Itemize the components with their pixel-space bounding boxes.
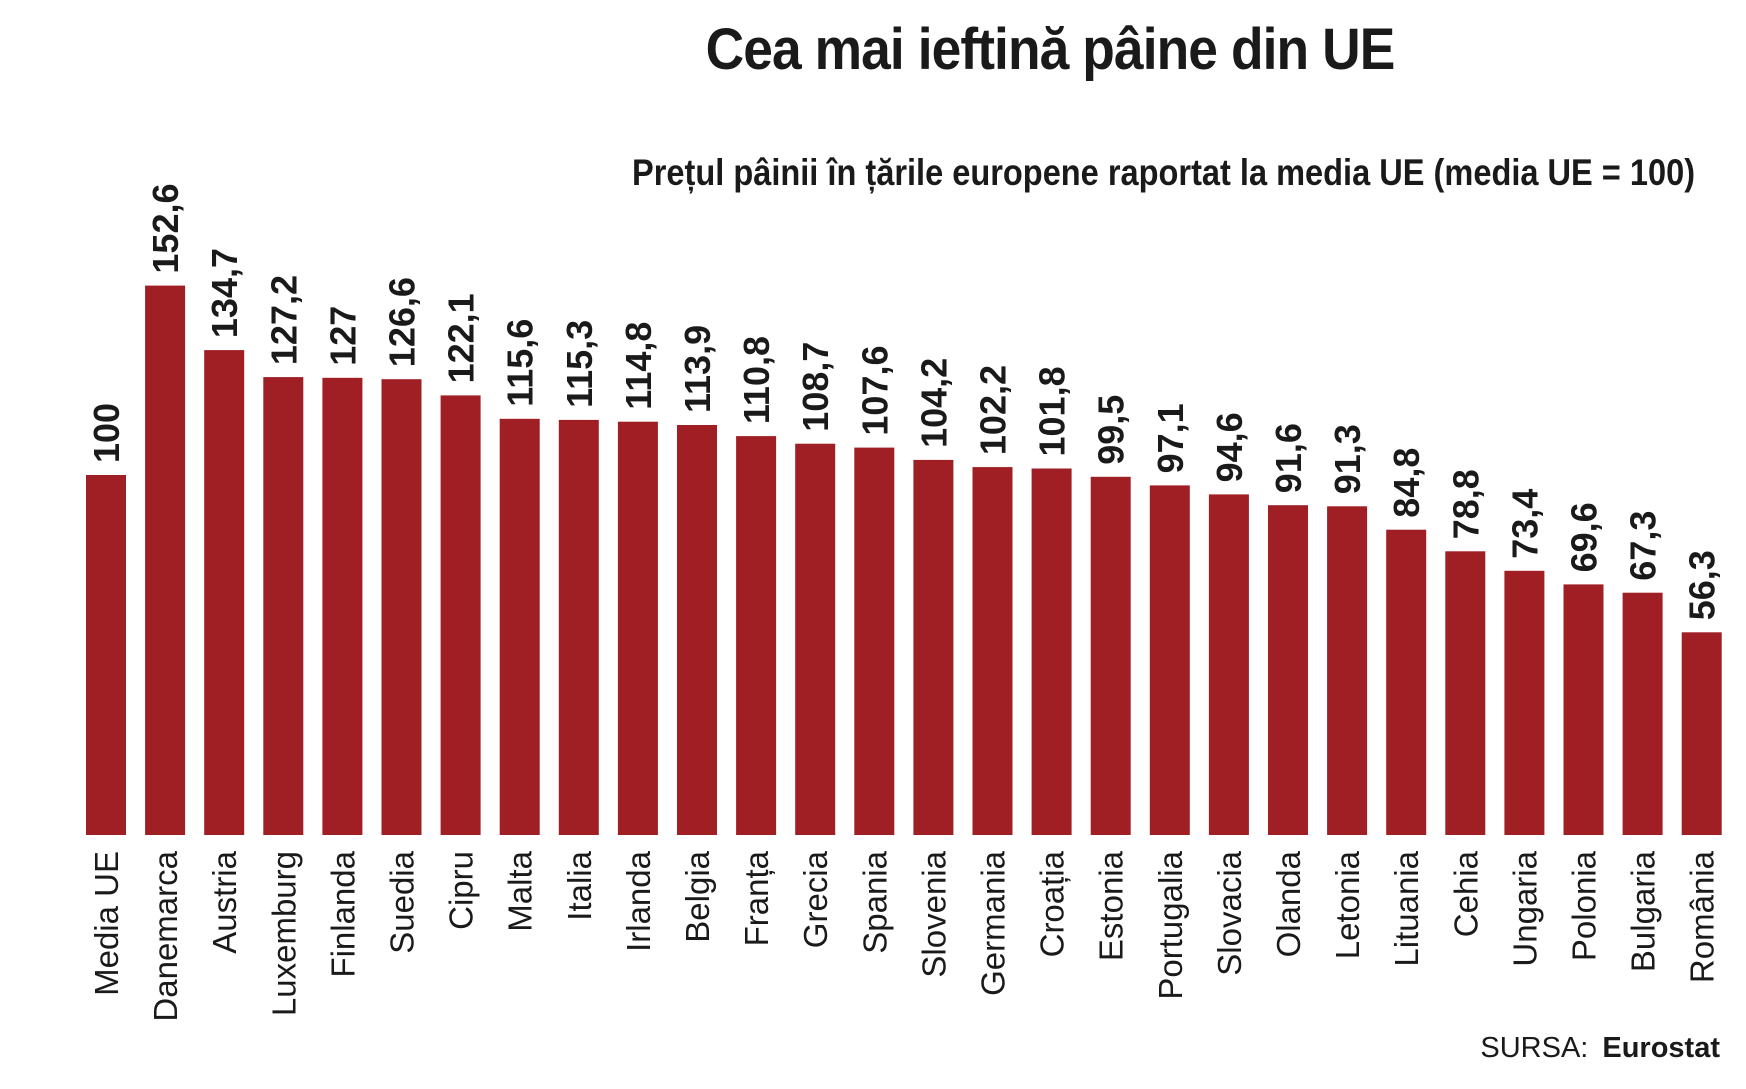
value-label-0: 100 bbox=[86, 403, 127, 463]
category-label-14: Slovenia bbox=[915, 850, 952, 977]
category-label-15: Germania bbox=[975, 850, 1012, 996]
bar-23 bbox=[1445, 551, 1486, 835]
category-label-22: Lituania bbox=[1388, 850, 1425, 966]
value-label-18: 97,1 bbox=[1150, 403, 1191, 473]
value-label-7: 115,6 bbox=[500, 319, 541, 407]
category-label-16: Croația bbox=[1034, 850, 1071, 957]
value-label-1: 152,6 bbox=[145, 184, 186, 274]
value-label-17: 99,5 bbox=[1091, 395, 1132, 465]
bar-17 bbox=[1090, 476, 1131, 835]
category-label-20: Olanda bbox=[1270, 850, 1307, 957]
category-label-17: Estonia bbox=[1093, 850, 1130, 961]
value-label-24: 73,4 bbox=[1504, 489, 1545, 559]
category-label-11: Franța bbox=[738, 850, 775, 946]
bar-6 bbox=[440, 395, 481, 835]
value-label-2: 134,7 bbox=[204, 248, 245, 338]
category-label-9: Irlanda bbox=[620, 850, 657, 952]
bar-2 bbox=[204, 350, 245, 835]
value-label-15: 102,2 bbox=[973, 365, 1014, 455]
value-label-13: 107,6 bbox=[854, 346, 895, 436]
value-label-3: 127,2 bbox=[263, 275, 304, 365]
value-label-16: 101,8 bbox=[1032, 366, 1073, 456]
category-label-24: Ungaria bbox=[1506, 850, 1543, 966]
category-label-6: Cipru bbox=[443, 851, 480, 930]
value-label-21: 91,3 bbox=[1327, 424, 1368, 494]
bar-20 bbox=[1268, 505, 1308, 835]
category-label-12: Grecia bbox=[797, 850, 834, 948]
source-note: SURSA: Eurostat bbox=[1480, 1028, 1720, 1068]
value-label-12: 108,7 bbox=[795, 342, 836, 432]
bar-1 bbox=[145, 285, 186, 836]
category-label-19: Slovacia bbox=[1211, 850, 1248, 975]
bar-21 bbox=[1327, 506, 1368, 835]
value-label-20: 91,6 bbox=[1268, 423, 1309, 493]
bar-9 bbox=[617, 421, 658, 835]
bar-19 bbox=[1208, 494, 1249, 835]
chart-title: Cea mai ieftină pâine din UE bbox=[705, 17, 1396, 82]
bar-22 bbox=[1386, 529, 1427, 835]
bar-24 bbox=[1504, 570, 1545, 835]
category-label-7: Malta bbox=[502, 850, 539, 931]
bar-10 bbox=[677, 425, 717, 835]
value-label-23: 78,8 bbox=[1445, 469, 1486, 539]
bar-25 bbox=[1563, 584, 1604, 835]
value-label-4: 127 bbox=[322, 306, 363, 366]
category-label-18: Portugalia bbox=[1152, 850, 1189, 999]
category-label-21: Letonia bbox=[1329, 850, 1366, 959]
bar-15 bbox=[972, 467, 1013, 835]
value-label-11: 110,8 bbox=[736, 336, 777, 424]
category-label-2: Austria bbox=[206, 850, 243, 953]
category-label-8: Italia bbox=[561, 850, 598, 920]
bar-16 bbox=[1031, 468, 1072, 835]
value-label-27: 56,3 bbox=[1682, 550, 1723, 620]
category-label-13: Spania bbox=[856, 850, 893, 953]
bar-3 bbox=[263, 377, 304, 835]
bar-7 bbox=[499, 418, 540, 835]
value-label-14: 104,2 bbox=[913, 358, 954, 448]
bar-27 bbox=[1681, 632, 1722, 835]
value-label-8: 115,3 bbox=[559, 320, 600, 408]
category-label-25: Polonia bbox=[1566, 850, 1603, 961]
bar-14 bbox=[913, 459, 954, 835]
category-label-26: Bulgaria bbox=[1625, 850, 1662, 972]
category-label-0: Media UE bbox=[88, 851, 125, 996]
source-value: Eurostat bbox=[1602, 1032, 1720, 1064]
bar-4 bbox=[322, 377, 363, 835]
category-label-1: Danemarca bbox=[147, 850, 184, 1021]
value-label-10: 113,9 bbox=[677, 325, 718, 413]
category-label-4: Finlanda bbox=[324, 850, 361, 977]
category-label-5: Suedia bbox=[384, 850, 421, 953]
source-label: SURSA: bbox=[1480, 1032, 1589, 1064]
bar-5 bbox=[381, 379, 422, 835]
category-label-10: Belgia bbox=[679, 850, 716, 942]
value-label-9: 114,8 bbox=[618, 322, 659, 410]
value-label-22: 84,8 bbox=[1386, 448, 1427, 518]
category-label-23: Cehia bbox=[1447, 850, 1484, 937]
value-label-26: 67,3 bbox=[1623, 511, 1664, 581]
category-label-3: Luxemburg bbox=[265, 851, 302, 1016]
chart-subtitle: Prețul pâinii în țările europene raporta… bbox=[632, 152, 1696, 193]
category-label-27: România bbox=[1684, 850, 1721, 983]
bar-11 bbox=[736, 436, 777, 835]
bar-8 bbox=[558, 419, 599, 835]
value-label-5: 126,6 bbox=[382, 277, 423, 367]
value-label-25: 69,6 bbox=[1564, 502, 1605, 572]
value-label-19: 94,6 bbox=[1209, 412, 1250, 482]
value-label-6: 122,1 bbox=[441, 293, 482, 383]
bar-0 bbox=[86, 475, 126, 835]
bar-18 bbox=[1149, 485, 1190, 835]
bar-13 bbox=[854, 447, 895, 835]
bar-26 bbox=[1622, 592, 1663, 835]
bar-12 bbox=[795, 443, 836, 835]
